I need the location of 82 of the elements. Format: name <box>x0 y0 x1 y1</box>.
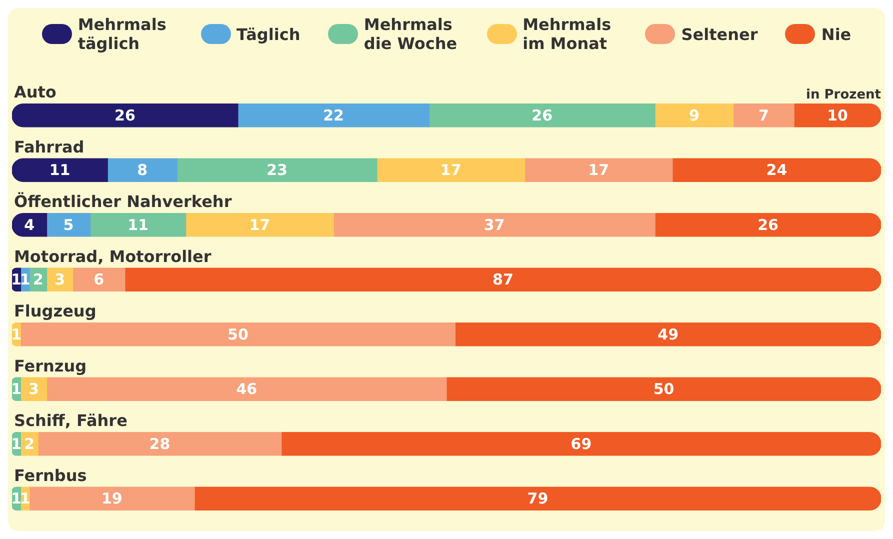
data-label: 22 <box>323 106 344 124</box>
data-label: 46 <box>236 380 258 398</box>
data-label: 6 <box>94 270 104 289</box>
bar <box>672 158 881 182</box>
data-label: 28 <box>149 434 170 453</box>
bar <box>46 377 447 401</box>
bar <box>333 213 656 237</box>
data-label: 23 <box>266 161 288 180</box>
bar <box>12 104 238 128</box>
bar <box>90 213 186 237</box>
data-label: 1 <box>11 490 22 508</box>
data-label: 79 <box>527 490 548 508</box>
bar <box>194 486 881 510</box>
data-label: 17 <box>440 161 462 180</box>
bar <box>376 158 526 182</box>
bar <box>124 268 881 292</box>
data-label: 5 <box>63 216 74 234</box>
y-tick-label: Fernbus <box>14 466 87 485</box>
data-label: 69 <box>570 434 592 453</box>
bar <box>29 486 195 510</box>
bar <box>12 213 48 237</box>
data-label: 26 <box>114 106 136 124</box>
data-label: 3 <box>28 380 39 398</box>
bar <box>72 268 126 292</box>
data-label: 10 <box>827 106 848 124</box>
data-label: 11 <box>128 216 148 234</box>
data-label: 1 <box>20 490 30 508</box>
bar <box>654 213 881 237</box>
bar <box>185 213 334 237</box>
y-tick-label: Fernzug <box>14 356 87 376</box>
data-label: 17 <box>588 161 610 180</box>
data-label: 50 <box>653 380 674 398</box>
data-label: 3 <box>54 270 66 289</box>
bar <box>428 104 656 128</box>
annotation: in Prozent <box>806 87 881 102</box>
bar <box>107 158 178 182</box>
data-label: 1 <box>11 325 22 344</box>
data-label: 8 <box>137 161 148 180</box>
bar <box>654 104 734 128</box>
bar <box>46 213 91 237</box>
y-tick-label: Fahrrad <box>14 137 84 156</box>
y-tick-label: Flugzeug <box>14 302 96 321</box>
bar <box>238 104 430 128</box>
bar <box>732 104 794 128</box>
data-label: 37 <box>484 216 505 234</box>
bar <box>38 432 282 456</box>
data-label: 1 <box>20 270 30 289</box>
y-tick-label: Auto <box>14 82 56 102</box>
bar <box>20 322 456 346</box>
data-label: 49 <box>658 325 679 344</box>
data-label: 9 <box>688 106 700 124</box>
data-label: 2 <box>24 434 35 453</box>
legend-label: Täglich <box>236 24 300 44</box>
y-tick-label: Schiff, Fähre <box>14 411 128 430</box>
bar <box>454 322 881 346</box>
data-label: 17 <box>249 216 270 234</box>
bar <box>12 158 108 182</box>
bar <box>446 377 881 401</box>
data-label: 11 <box>49 161 70 180</box>
bar <box>281 432 881 456</box>
legend-label: Seltener <box>681 24 758 44</box>
bar <box>794 104 881 128</box>
bar <box>176 158 378 182</box>
data-label: 87 <box>492 270 514 289</box>
data-label: 1 <box>11 270 22 289</box>
legend-label: Mehrmals die Woche <box>364 15 458 53</box>
y-tick-label: Öffentlicher Nahverkehr <box>14 192 232 212</box>
data-label: 26 <box>758 216 778 234</box>
data-label: 1 <box>11 380 22 398</box>
legend-label: Nie <box>821 24 852 44</box>
data-label: 2 <box>32 270 44 289</box>
legend-label: Mehrmals täglich <box>78 15 168 53</box>
data-label: 24 <box>766 161 788 180</box>
data-label: 50 <box>228 325 248 344</box>
y-tick-label: Motorrad, Motorroller <box>14 246 212 266</box>
data-label: 7 <box>758 106 769 124</box>
data-label: 1 <box>11 434 22 453</box>
legend-label: Mehrmals im Monat <box>522 15 612 53</box>
data-label: 4 <box>24 216 35 234</box>
bar <box>524 158 673 182</box>
data-label: 26 <box>532 106 553 124</box>
data-label: 19 <box>101 490 122 508</box>
